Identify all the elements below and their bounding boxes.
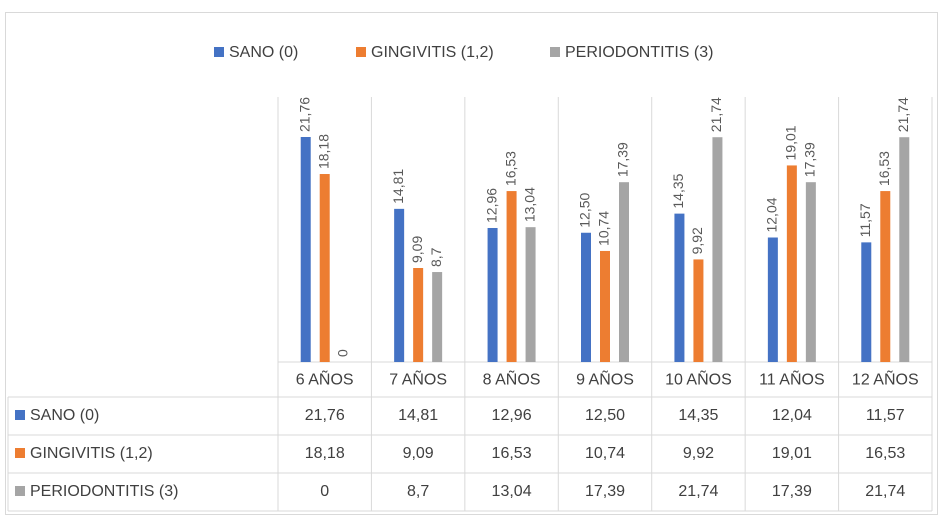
table-cell: 0: [320, 483, 329, 500]
table-cell: 13,04: [492, 483, 532, 500]
bar: [413, 268, 424, 362]
data-label: 11,57: [857, 203, 873, 237]
bar: [581, 232, 591, 362]
table-cell: 19,01: [772, 445, 812, 462]
bar: [693, 259, 704, 362]
data-label: 9,92: [689, 227, 705, 254]
legend-swatch: [356, 47, 366, 57]
legend-swatch: [550, 47, 560, 57]
bar: [300, 137, 311, 362]
table-cell: 10,74: [585, 445, 625, 462]
bar: [712, 137, 723, 362]
data-label: 16,53: [502, 151, 518, 186]
table-cell: 14,35: [678, 407, 718, 424]
data-label: 13,04: [521, 187, 537, 222]
table-cell: 17,39: [585, 483, 625, 500]
table-cell: 12,04: [772, 407, 812, 424]
bar: [899, 137, 910, 362]
x-tick-label: 7 AÑOS: [389, 369, 447, 389]
table-cell: 21,74: [865, 483, 905, 500]
bar: [394, 208, 405, 362]
bar: [861, 242, 872, 362]
bar: [600, 250, 610, 362]
table-cell: 16,53: [865, 445, 905, 462]
data-label: 12,04: [764, 197, 780, 232]
table-cell: 17,39: [772, 483, 812, 500]
bar: [674, 213, 685, 362]
x-tick-label: 12 AÑOS: [852, 369, 919, 389]
data-label: 21,74: [708, 97, 724, 132]
table-legend-swatch: [15, 410, 25, 420]
table-cell: 16,53: [492, 445, 532, 462]
data-label: 12,50: [577, 193, 593, 228]
table-cell: 9,92: [683, 445, 714, 462]
bar: [487, 227, 498, 362]
bar: [619, 182, 629, 362]
legend-label: PERIODONTITIS (3): [565, 44, 713, 61]
data-label: 18,18: [315, 134, 331, 169]
data-label: 19,01: [783, 125, 799, 160]
row-label: GINGIVITIS (1,2): [30, 445, 153, 462]
chart-frame: [5, 12, 938, 515]
bar: [880, 191, 891, 362]
data-label: 21,76: [296, 97, 312, 132]
legend-label: SANO (0): [229, 44, 298, 61]
bar: [506, 191, 517, 362]
table-cell: 14,81: [398, 407, 438, 424]
data-label: 0: [334, 349, 350, 357]
table-legend-swatch: [15, 448, 25, 458]
data-label: 8,7: [428, 247, 444, 267]
legend-swatch: [214, 47, 224, 57]
x-tick-label: 11 AÑOS: [759, 369, 825, 389]
table-cell: 9,09: [403, 445, 434, 462]
bar: [319, 174, 330, 362]
bar: [805, 182, 816, 362]
data-label: 12,96: [483, 188, 499, 223]
table-cell: 21,76: [305, 407, 345, 424]
bar: [432, 272, 443, 362]
legend-label: GINGIVITIS (1,2): [371, 44, 494, 61]
x-tick-label: 10 AÑOS: [665, 369, 732, 389]
x-tick-label: 8 AÑOS: [483, 369, 541, 389]
table-cell: 11,57: [866, 407, 905, 424]
data-label: 9,09: [409, 236, 425, 263]
data-label: 21,74: [895, 97, 911, 132]
data-label: 14,81: [390, 169, 406, 204]
data-label: 10,74: [596, 211, 612, 246]
table-cell: 8,7: [407, 483, 429, 500]
table-cell: 12,96: [492, 407, 532, 424]
data-label: 17,39: [615, 142, 631, 177]
table-legend-swatch: [15, 486, 25, 496]
table-cell: 12,50: [585, 407, 625, 424]
row-label: PERIODONTITIS (3): [30, 483, 178, 500]
row-label: SANO (0): [30, 407, 99, 424]
bar: [525, 227, 536, 362]
table-cell: 18,18: [305, 445, 345, 462]
data-label: 16,53: [876, 151, 892, 186]
bar: [786, 165, 797, 362]
data-label: 17,39: [802, 142, 818, 177]
bar: [767, 237, 778, 362]
data-label: 14,35: [670, 173, 686, 208]
table-cell: 21,74: [678, 483, 718, 500]
x-tick-label: 9 AÑOS: [576, 369, 634, 389]
x-tick-label: 6 AÑOS: [296, 369, 354, 389]
